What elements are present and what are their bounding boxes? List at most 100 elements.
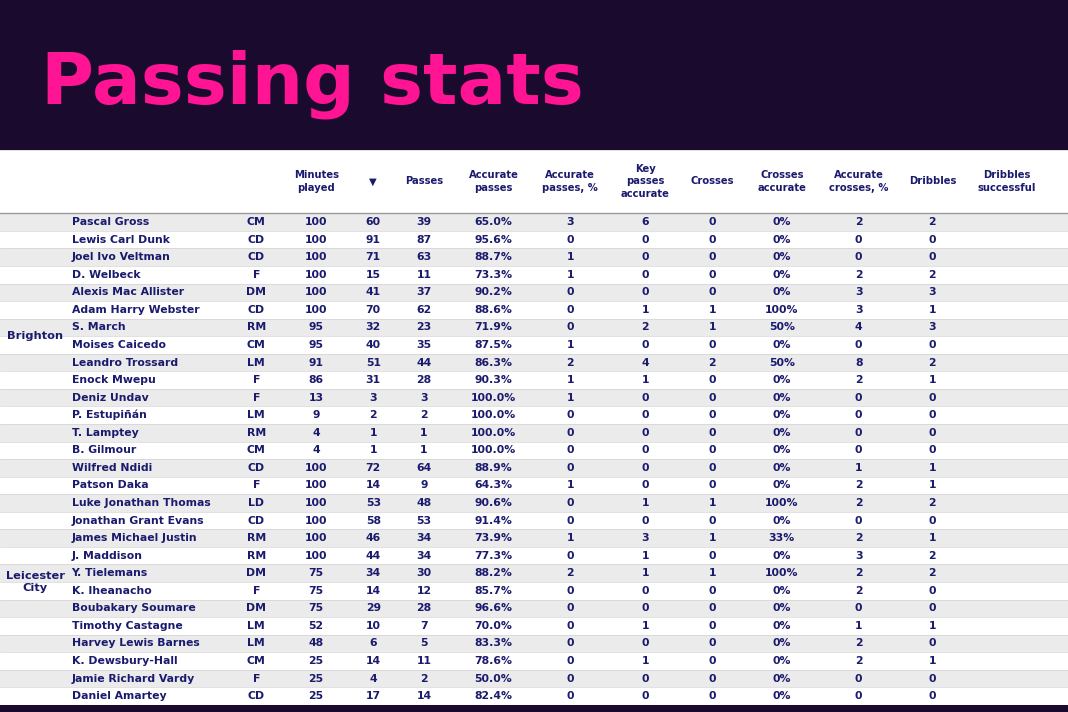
Text: LM: LM bbox=[248, 639, 265, 649]
Text: 4: 4 bbox=[854, 323, 863, 333]
Text: 23: 23 bbox=[417, 323, 431, 333]
Text: 0: 0 bbox=[641, 691, 649, 701]
Text: F: F bbox=[253, 586, 260, 596]
Bar bbox=[0, 424, 1068, 441]
Text: 4: 4 bbox=[312, 446, 320, 456]
Text: 29: 29 bbox=[365, 603, 381, 613]
Text: 0%: 0% bbox=[772, 340, 791, 350]
Text: Accurate
passes: Accurate passes bbox=[469, 170, 518, 193]
Text: 3: 3 bbox=[928, 288, 937, 298]
Text: Dribbles
successful: Dribbles successful bbox=[978, 170, 1036, 193]
Text: RM: RM bbox=[247, 550, 266, 560]
Text: 100: 100 bbox=[304, 252, 328, 262]
Text: 77.3%: 77.3% bbox=[474, 550, 513, 560]
Text: CD: CD bbox=[248, 515, 265, 525]
Text: 82.4%: 82.4% bbox=[474, 691, 513, 701]
Text: 7: 7 bbox=[420, 621, 428, 631]
Text: 75: 75 bbox=[309, 603, 324, 613]
Text: 0: 0 bbox=[641, 270, 649, 280]
Text: 91: 91 bbox=[365, 235, 381, 245]
Text: 50%: 50% bbox=[769, 323, 795, 333]
Text: 0: 0 bbox=[928, 603, 937, 613]
Bar bbox=[0, 547, 1068, 565]
Text: 88.7%: 88.7% bbox=[474, 252, 513, 262]
Text: 3: 3 bbox=[854, 288, 863, 298]
Text: 83.3%: 83.3% bbox=[474, 639, 513, 649]
Text: 1: 1 bbox=[641, 305, 649, 315]
Text: 0: 0 bbox=[854, 674, 863, 684]
Text: 64: 64 bbox=[417, 463, 431, 473]
Text: 14: 14 bbox=[417, 691, 431, 701]
Text: 71: 71 bbox=[365, 252, 381, 262]
Text: Harvey Lewis Barnes: Harvey Lewis Barnes bbox=[72, 639, 200, 649]
Bar bbox=[0, 670, 1068, 687]
Text: 0: 0 bbox=[566, 515, 575, 525]
Text: CM: CM bbox=[247, 340, 266, 350]
Text: RM: RM bbox=[247, 323, 266, 333]
Text: F: F bbox=[253, 481, 260, 491]
Text: 0: 0 bbox=[566, 498, 575, 508]
Text: 0%: 0% bbox=[772, 463, 791, 473]
Text: 1: 1 bbox=[420, 446, 428, 456]
Text: 1: 1 bbox=[928, 533, 937, 543]
Text: 4: 4 bbox=[641, 357, 649, 367]
Text: 3: 3 bbox=[854, 550, 863, 560]
Text: 0: 0 bbox=[566, 656, 575, 666]
Text: 2: 2 bbox=[928, 270, 937, 280]
Text: 0: 0 bbox=[641, 515, 649, 525]
Text: 100.0%: 100.0% bbox=[471, 446, 516, 456]
Text: 1: 1 bbox=[566, 393, 575, 403]
Text: 0: 0 bbox=[708, 515, 717, 525]
Text: Daniel Amartey: Daniel Amartey bbox=[72, 691, 167, 701]
Text: James Michael Justin: James Michael Justin bbox=[72, 533, 198, 543]
Text: Brighton: Brighton bbox=[7, 331, 63, 341]
Bar bbox=[0, 248, 1068, 266]
Text: CD: CD bbox=[248, 463, 265, 473]
Text: 70.0%: 70.0% bbox=[474, 621, 513, 631]
Text: 28: 28 bbox=[417, 375, 431, 385]
Text: 0: 0 bbox=[641, 586, 649, 596]
Text: F: F bbox=[253, 270, 260, 280]
Text: 1: 1 bbox=[420, 428, 428, 438]
Text: Accurate
passes, %: Accurate passes, % bbox=[543, 170, 598, 193]
Text: 91: 91 bbox=[309, 357, 324, 367]
Text: 1: 1 bbox=[566, 340, 575, 350]
Text: 1: 1 bbox=[641, 621, 649, 631]
Text: 0: 0 bbox=[928, 252, 937, 262]
Text: 0: 0 bbox=[641, 428, 649, 438]
Text: 0: 0 bbox=[708, 375, 717, 385]
Text: 100: 100 bbox=[304, 550, 328, 560]
Text: 1: 1 bbox=[641, 375, 649, 385]
Text: 46: 46 bbox=[365, 533, 381, 543]
Text: 0: 0 bbox=[928, 674, 937, 684]
Text: 1: 1 bbox=[566, 270, 575, 280]
Text: 25: 25 bbox=[309, 674, 324, 684]
Text: 48: 48 bbox=[309, 639, 324, 649]
Text: 25: 25 bbox=[309, 691, 324, 701]
Text: 0: 0 bbox=[928, 410, 937, 420]
Text: 0%: 0% bbox=[772, 235, 791, 245]
Text: 0: 0 bbox=[708, 217, 717, 227]
Text: 2: 2 bbox=[928, 550, 937, 560]
Text: 0: 0 bbox=[566, 428, 575, 438]
Text: 0: 0 bbox=[566, 288, 575, 298]
Bar bbox=[0, 600, 1068, 617]
Text: 100: 100 bbox=[304, 288, 328, 298]
Text: 0: 0 bbox=[708, 410, 717, 420]
Text: 0: 0 bbox=[566, 691, 575, 701]
Text: 1: 1 bbox=[928, 481, 937, 491]
Text: 31: 31 bbox=[365, 375, 381, 385]
Text: 0%: 0% bbox=[772, 481, 791, 491]
Text: 1: 1 bbox=[566, 252, 575, 262]
Text: 28: 28 bbox=[417, 603, 431, 613]
Text: 0: 0 bbox=[854, 340, 863, 350]
Text: 0: 0 bbox=[708, 691, 717, 701]
Text: 32: 32 bbox=[365, 323, 381, 333]
Text: 0: 0 bbox=[566, 550, 575, 560]
Text: 0: 0 bbox=[854, 691, 863, 701]
Text: Accurate
crosses, %: Accurate crosses, % bbox=[829, 170, 889, 193]
Text: 96.6%: 96.6% bbox=[474, 603, 513, 613]
Text: J. Maddison: J. Maddison bbox=[72, 550, 142, 560]
Text: Y. Tielemans: Y. Tielemans bbox=[72, 568, 147, 578]
Text: 9: 9 bbox=[312, 410, 320, 420]
